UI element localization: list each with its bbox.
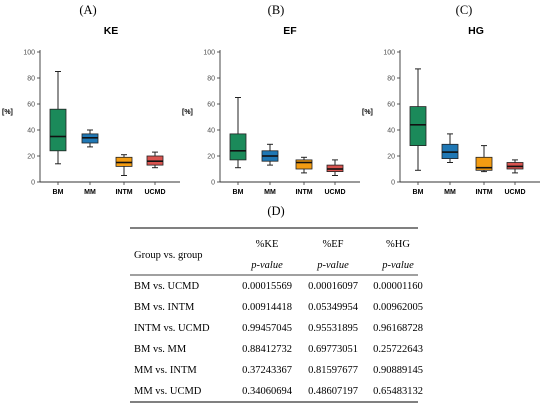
box-ucmd xyxy=(146,151,164,169)
x-tick-label: BM xyxy=(413,189,424,196)
iqr-box xyxy=(295,159,313,170)
iqr-box xyxy=(229,133,247,161)
p-value-cell: 0.88412732 xyxy=(242,344,292,355)
y-tick-label: 60 xyxy=(27,102,35,109)
box-bm xyxy=(49,71,67,165)
table-subheader-cell: p-value xyxy=(316,260,349,271)
p-value-cell: 0.00016097 xyxy=(308,281,358,292)
table-row: MM vs. UCMD 0.34060694 0.48607197 0.6548313… xyxy=(134,386,423,397)
y-tick-label: 60 xyxy=(387,102,395,109)
row-label: BM vs. MM xyxy=(134,344,187,355)
box-intm xyxy=(295,156,313,174)
panel-title: HG xyxy=(468,25,484,37)
p-value-cell: 0.90889145 xyxy=(373,365,423,376)
x-tick-label: BM xyxy=(53,189,64,196)
y-axis-label: [%] xyxy=(362,109,373,116)
iqr-box xyxy=(49,108,67,152)
box-intm xyxy=(475,145,493,173)
y-tick-label: 80 xyxy=(27,76,35,83)
row-label: INTM vs. UCMD xyxy=(134,323,210,334)
boxplot-panel-ef: (B) EF [%] 0 20 40 60 80 100 BM MM INTM UCMD xyxy=(182,3,360,196)
row-label: BM vs. UCMD xyxy=(134,281,199,292)
x-tick-label: BM xyxy=(233,189,244,196)
panel-letter: (B) xyxy=(268,3,285,17)
y-axis-label: [%] xyxy=(2,109,13,116)
p-value-cell: 0.65483132 xyxy=(373,386,423,397)
table-header-cell: %HG xyxy=(386,239,410,250)
x-tick-label: UCMD xyxy=(145,189,166,196)
p-value-cell: 0.69773051 xyxy=(308,344,358,355)
p-value-cell: 0.96168728 xyxy=(373,323,423,334)
row-label: MM vs. INTM xyxy=(134,365,197,376)
row-label: BM vs. INTM xyxy=(134,302,195,313)
x-tick-label: INTM xyxy=(475,189,492,196)
y-tick-label: 40 xyxy=(207,128,215,135)
y-tick-label: 20 xyxy=(27,154,35,161)
panel-letter: (A) xyxy=(79,3,96,17)
p-value-cell: 0.95531895 xyxy=(308,323,358,334)
y-tick-label: 20 xyxy=(387,154,395,161)
table-subheader-cell: p-value xyxy=(381,260,414,271)
table-row: BM vs. INTM 0.00914418 0.05349954 0.0096200… xyxy=(134,302,423,313)
row-label: MM vs. UCMD xyxy=(134,386,202,397)
p-value-cell: 0.48607197 xyxy=(308,386,358,397)
table-row: INTM vs. UCMD 0.99457045 0.95531895 0.96168… xyxy=(134,323,423,334)
y-tick-label: 80 xyxy=(387,76,395,83)
p-value-cell: 0.37243367 xyxy=(242,365,292,376)
boxplot-panel-hg: (C) HG [%] 0 20 40 60 80 100 BM MM INTM UCMD xyxy=(362,3,540,196)
box-bm xyxy=(409,68,427,171)
box-bm xyxy=(229,97,247,169)
y-tick-label: 0 xyxy=(31,180,35,187)
table-row: BM vs. UCMD 0.00015569 0.00016097 0.0000116… xyxy=(134,281,423,292)
y-tick-label: 100 xyxy=(383,50,395,57)
y-tick-label: 80 xyxy=(207,76,215,83)
x-tick-label: INTM xyxy=(295,189,312,196)
box-ucmd xyxy=(506,159,524,174)
p-value-cell: 0.00914418 xyxy=(242,302,292,313)
table-header-cell: %EF xyxy=(323,239,344,250)
y-tick-label: 20 xyxy=(207,154,215,161)
table-subheader-cell: p-value xyxy=(250,260,283,271)
p-value-cell: 0.81597677 xyxy=(308,365,358,376)
boxplot-panel-ke: (A) KE [%] 0 20 40 60 80 100 BM MM INTM UCMD xyxy=(2,3,180,196)
panel-title: EF xyxy=(283,25,297,37)
pvalue-table: (D) Group vs. group %KE %EF %HG p-value p-valu… xyxy=(130,204,423,403)
y-tick-label: 40 xyxy=(27,128,35,135)
box-ucmd xyxy=(326,159,344,176)
x-tick-label: MM xyxy=(444,189,456,196)
box-mm xyxy=(441,133,459,163)
p-value-cell: 0.25722643 xyxy=(373,344,423,355)
box-intm xyxy=(115,154,133,176)
p-value-cell: 0.00962005 xyxy=(373,302,423,313)
y-tick-label: 60 xyxy=(207,102,215,109)
p-value-cell: 0.05349954 xyxy=(308,302,359,313)
y-tick-label: 100 xyxy=(203,50,215,57)
y-tick-label: 100 xyxy=(23,50,35,57)
y-tick-label: 0 xyxy=(391,180,395,187)
panel-letter: (D) xyxy=(267,204,284,218)
x-tick-label: UCMD xyxy=(325,189,346,196)
y-axis-label: [%] xyxy=(182,109,193,116)
x-tick-label: INTM xyxy=(115,189,132,196)
y-tick-label: 40 xyxy=(387,128,395,135)
p-value-cell: 0.00001160 xyxy=(373,281,423,292)
x-tick-label: MM xyxy=(84,189,96,196)
table-row: BM vs. MM 0.88412732 0.69773051 0.25722643 xyxy=(134,344,423,355)
p-value-cell: 0.34060694 xyxy=(242,386,293,397)
p-value-cell: 0.99457045 xyxy=(242,323,292,334)
x-tick-label: UCMD xyxy=(505,189,526,196)
x-tick-label: MM xyxy=(264,189,276,196)
box-mm xyxy=(81,129,99,148)
box-mm xyxy=(261,143,279,166)
p-value-cell: 0.00015569 xyxy=(242,281,292,292)
panel-title: KE xyxy=(104,25,119,37)
iqr-box xyxy=(409,106,427,146)
panel-letter: (C) xyxy=(456,3,473,17)
table-header-cell: %KE xyxy=(256,239,279,250)
y-tick-label: 0 xyxy=(211,180,215,187)
table-header-cell: Group vs. group xyxy=(134,250,203,261)
table-row: MM vs. INTM 0.37243367 0.81597677 0.9088914… xyxy=(134,365,423,376)
